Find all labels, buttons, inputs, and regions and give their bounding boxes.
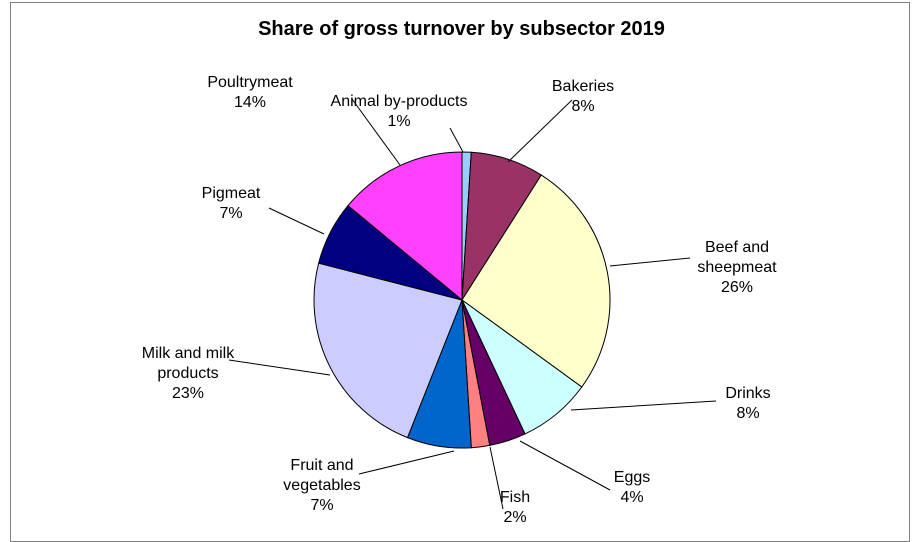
leader-line-5	[489, 446, 504, 510]
leader-line-3	[570, 400, 717, 411]
leader-line-6	[358, 450, 455, 475]
slice-label-9: Poultrymeat 14%	[207, 74, 293, 111]
slice-label-2: Beef and sheepmeat 26%	[697, 239, 777, 296]
pie-slice-2	[461, 174, 611, 388]
leader-line-9	[351, 98, 401, 166]
slice-label-3: Drinks 8%	[725, 385, 770, 422]
slice-label-0: Animal by-products 1%	[331, 93, 468, 130]
pie-slice-7	[313, 262, 463, 439]
chart-title: Share of gross turnover by subsector 201…	[258, 18, 665, 40]
leader-line-2	[609, 257, 691, 267]
leader-line-1	[507, 99, 573, 163]
slice-label-7: Milk and milk products 23%	[142, 345, 235, 402]
pie-slice-9	[347, 151, 463, 302]
slice-label-5: Fish 2%	[500, 489, 530, 526]
slice-label-6: Fruit and vegetables 7%	[283, 457, 360, 514]
leader-line-4	[519, 440, 611, 491]
leader-line-8	[268, 207, 325, 235]
slice-label-8: Pigmeat 7%	[202, 185, 261, 222]
leader-line-7	[228, 359, 331, 376]
slice-label-4: Eggs 4%	[614, 469, 650, 506]
slice-label-1: Bakeries 8%	[552, 78, 614, 115]
leader-line-0	[449, 127, 464, 153]
